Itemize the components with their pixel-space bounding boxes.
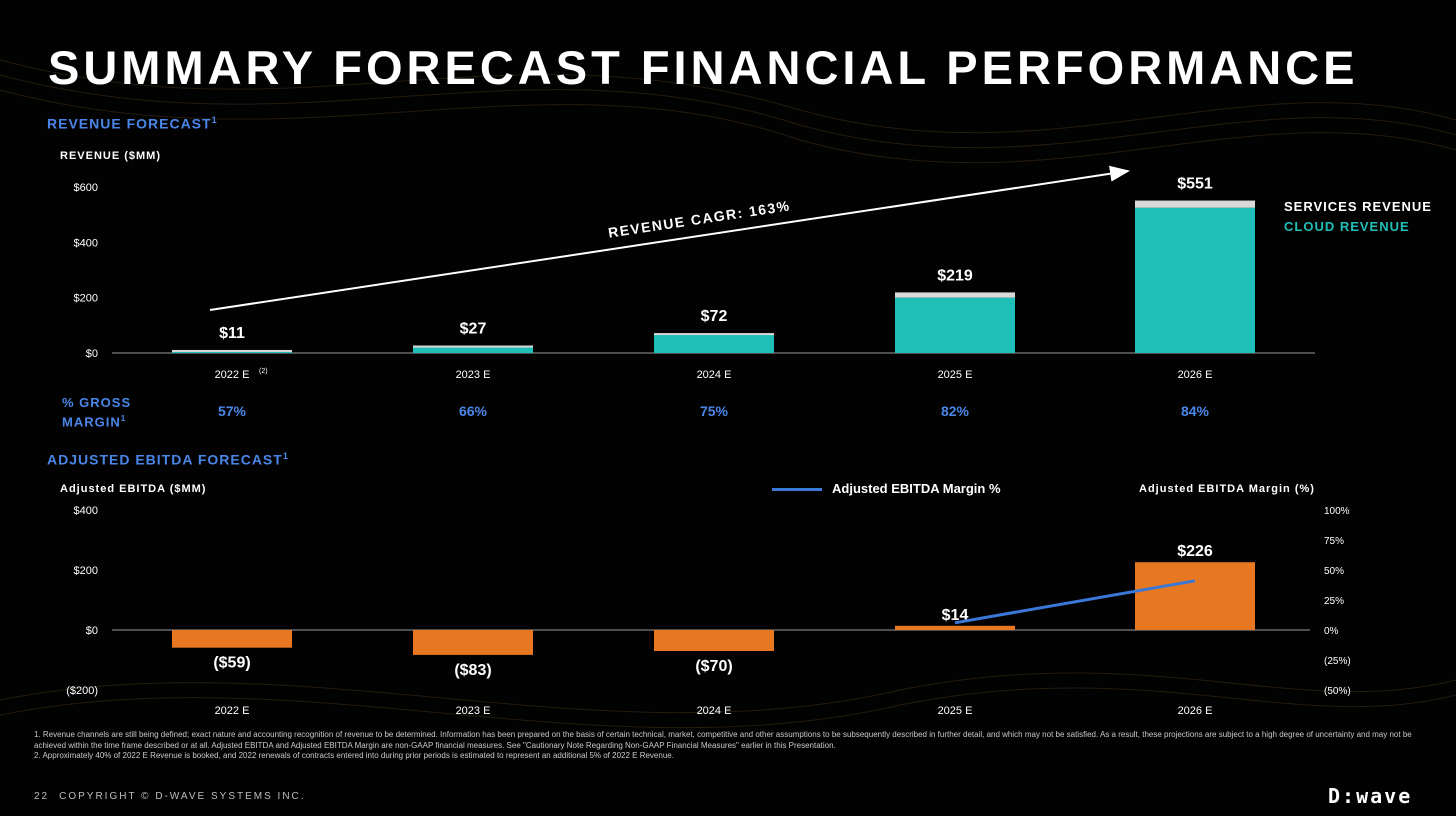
ebitda-ytick-label: $0 <box>86 625 98 637</box>
gross-margin-footnote: 1 <box>120 414 127 423</box>
revenue-category-label: 2022 E <box>215 369 250 381</box>
ebitda-margin-legend-label: Adjusted EBITDA Margin % <box>832 481 1001 496</box>
ebitda-data-label: $14 <box>942 607 969 624</box>
revenue-bar-cloud-2024-e <box>654 334 774 353</box>
revenue-data-label: $551 <box>1177 176 1213 193</box>
revenue-section-heading: REVENUE FORECAST1 <box>47 115 218 132</box>
ebitda-axis-title-right: Adjusted EBITDA Margin (%) <box>1139 483 1315 495</box>
ebitda-data-label: ($70) <box>695 658 732 675</box>
copyright-text: COPYRIGHT © D-WAVE SYSTEMS INC. <box>59 791 306 802</box>
legend-services-revenue: SERVICES REVENUE <box>1284 199 1432 214</box>
ebitda-category-label: 2025 E <box>938 705 973 717</box>
ebitda-margin-tick-label: (50%) <box>1324 686 1351 697</box>
ebitda-bar-2024-e <box>654 630 774 651</box>
ebitda-bar-2022-e <box>172 630 292 648</box>
revenue-chart: $0 $200 $400 $600 $11 2022 E (2) $27 2023 E $72 20… <box>74 165 1315 381</box>
ebitda-margin-tick-label: 0% <box>1324 626 1339 637</box>
revenue-bar-services-2022-e <box>172 349 292 352</box>
ebitda-margin-tick-label: 100% <box>1324 506 1350 517</box>
ebitda-margin-tick-label: 25% <box>1324 596 1344 607</box>
gross-margin-label: % GROSS MARGIN1 <box>62 395 152 430</box>
ebitda-ytick-label: $200 <box>74 565 98 577</box>
ebitda-margin-tick-label: (25%) <box>1324 656 1351 667</box>
dwave-logo: D:wave <box>1328 784 1413 808</box>
ebitda-heading-text: ADJUSTED EBITDA FORECAST <box>47 451 283 468</box>
ebitda-category-label: 2026 E <box>1178 705 1213 717</box>
ebitda-category-label: 2024 E <box>697 705 732 717</box>
revenue-bar-cloud-2025-e <box>895 297 1015 353</box>
gross-margin-value: 75% <box>699 403 729 419</box>
footer-copyright: 22 COPYRIGHT © D-WAVE SYSTEMS INC. <box>34 791 306 802</box>
ebitda-margin-tick-label: 50% <box>1324 566 1344 577</box>
revenue-bar-services-2024-e <box>654 333 774 336</box>
ebitda-ytick-label: ($200) <box>66 685 98 697</box>
revenue-data-label: $219 <box>937 267 973 284</box>
gross-margin-value: 82% <box>940 403 970 419</box>
revenue-ytick-label: $400 <box>74 237 98 249</box>
revenue-ytick-label: $0 <box>86 348 98 360</box>
revenue-heading-footnote: 1 <box>211 115 218 125</box>
revenue-ytick-label: $600 <box>74 182 98 194</box>
revenue-category-note: (2) <box>259 368 268 375</box>
ebitda-margin-legend-swatch <box>772 488 822 491</box>
legend-cloud-revenue: CLOUD REVENUE <box>1284 219 1410 234</box>
footnotes: 1. Revenue channels are still being defi… <box>34 730 1424 762</box>
ebitda-margin-line <box>954 579 1196 625</box>
ebitda-bar-2025-e <box>895 625 1015 630</box>
revenue-heading-text: REVENUE FORECAST <box>47 115 212 132</box>
gross-margin-label-text: % GROSS MARGIN <box>62 395 132 430</box>
revenue-category-label: 2026 E <box>1178 369 1213 381</box>
ebitda-chart: ($200) $0 $200 $400 (50%) (25%) 0% 25% 50% 75% 100… <box>66 505 1351 717</box>
ebitda-section-heading: ADJUSTED EBITDA FORECAST1 <box>47 451 289 468</box>
revenue-category-label: 2025 E <box>938 369 973 381</box>
page-number: 22 <box>34 791 50 802</box>
revenue-bar-cloud-2023-e <box>413 346 533 353</box>
revenue-category-label: 2024 E <box>697 369 732 381</box>
ebitda-margin-tick-label: 75% <box>1324 536 1344 547</box>
page-title: SUMMARY FORECAST FINANCIAL PERFORMANCE <box>48 41 1359 94</box>
revenue-ytick-label: $200 <box>74 293 98 305</box>
revenue-bar-cloud-2026-e <box>1135 207 1255 353</box>
ebitda-bar-2026-e <box>1135 562 1255 630</box>
ebitda-axis-title-left: Adjusted EBITDA ($MM) <box>60 483 207 495</box>
cagr-label: REVENUE CAGR: 163% <box>607 197 791 240</box>
ebitda-category-label: 2022 E <box>215 705 250 717</box>
cagr-arrow <box>209 165 1130 311</box>
revenue-axis-title: REVENUE ($MM) <box>60 150 162 162</box>
footnote-2: 2. Approximately 40% of 2022 E Revenue i… <box>34 751 674 760</box>
ebitda-data-label: $226 <box>1177 543 1213 560</box>
ebitda-heading-footnote: 1 <box>282 451 289 461</box>
revenue-data-label: $11 <box>219 325 245 342</box>
revenue-bar-services-2023-e <box>413 345 533 348</box>
ebitda-data-label: ($59) <box>213 655 250 672</box>
revenue-data-label: $72 <box>701 308 728 325</box>
gross-margin-value: 84% <box>1180 403 1210 419</box>
gross-margin-value: 57% <box>217 403 247 419</box>
revenue-data-label: $27 <box>460 321 487 338</box>
ebitda-bar-2023-e <box>413 630 533 655</box>
revenue-bar-services-2025-e <box>895 292 1015 298</box>
revenue-bar-services-2026-e <box>1135 200 1255 208</box>
footnote-1: 1. Revenue channels are still being defi… <box>34 730 1412 750</box>
ebitda-ytick-label: $400 <box>74 505 98 517</box>
ebitda-data-label: ($83) <box>454 662 491 679</box>
gross-margin-value: 66% <box>458 403 488 419</box>
ebitda-category-label: 2023 E <box>456 705 491 717</box>
revenue-category-label: 2023 E <box>456 369 491 381</box>
